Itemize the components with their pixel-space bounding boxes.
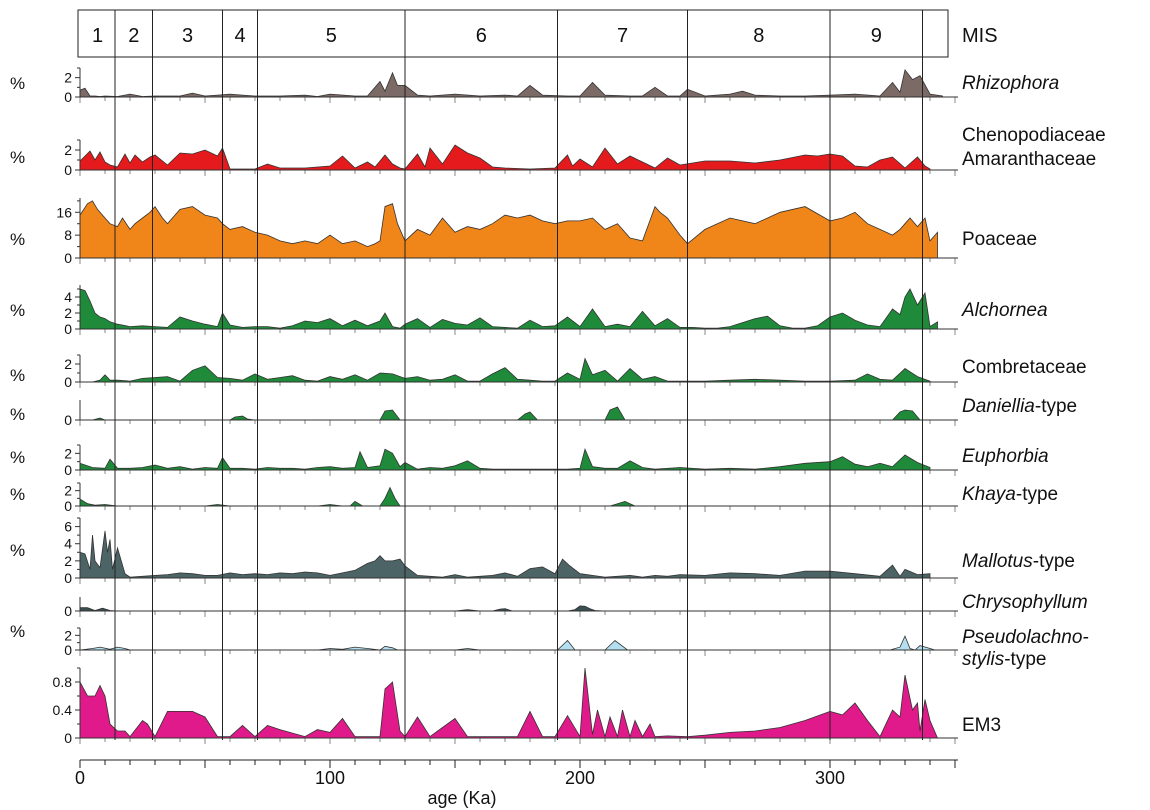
y-tick-label: 2 [64,483,72,499]
mis-stage-label: 1 [92,25,103,47]
mis-header: 1 2 3 4 5 6 7 8 9 MIS [77,9,998,58]
panel-pseudolachnostylis: 02% [10,622,958,658]
unit-label: % [10,541,25,560]
unit-label: % [10,622,25,641]
y-tick-label: 0.4 [53,702,73,718]
series-area-chrysophyllum [79,605,606,612]
x-axis: 0 100 200 300 [75,759,958,788]
series-area-khaya [79,486,636,507]
mis-stage-label: 6 [476,25,487,47]
unit-label: % [10,74,25,93]
series-area-rhizophora [79,68,943,98]
y-tick-label: 0 [64,603,72,619]
mis-stage-label: 7 [617,25,628,47]
panel-combretaceae: 0 2% [10,354,958,390]
mis-box [77,9,949,58]
series-area-em3 [79,667,939,739]
series-area-mallotus [79,530,931,579]
x-tick-label: 100 [315,768,345,788]
y-tick-label: 6 [64,519,72,535]
series-area-alchornea [79,288,938,330]
panel-cheno-amaranth: 0 2% [10,139,958,178]
y-tick-label: 0 [64,250,72,266]
y-tick-label: 2 [64,627,72,643]
taxon-label-mallotus: Mallotus-type [962,551,1075,572]
y-tick-label: 8 [64,227,72,243]
x-tick-label: 0 [75,768,85,788]
panel-daniellia: 0% [10,400,958,428]
taxon-label-euphorbia: Euphorbia [962,446,1049,467]
taxon-label-daniellia: Daniellia-type [962,396,1077,417]
series-area-poaceae [79,200,938,259]
mis-stage-label: 3 [182,25,193,47]
taxon-label-alchornea: Alchornea [961,300,1048,321]
unit-label: % [10,230,25,249]
y-tick-label: 2 [64,305,72,321]
taxon-label-combretaceae: Combretaceae [962,357,1087,378]
y-tick-label: 0 [64,412,72,428]
pollen-panels: 02%02%0816%024%02%0%02%02%0246%002%00.40… [10,67,958,746]
y-tick-label: 0 [64,570,72,586]
y-tick-label: 16 [56,204,72,220]
y-tick-label: 0 [64,321,72,337]
y-tick-label: 2 [64,445,72,461]
taxon-label-cheno-amaranth: Chenopodiaceae Amaranthaceae [962,125,1106,170]
y-tick-label: 2 [64,553,72,569]
unit-label: % [10,301,25,320]
mis-stage-label: 9 [871,25,882,47]
mis-stage-label: 2 [128,25,139,47]
taxon-label-chrysophyllum: Chrysophyllum [962,592,1088,613]
panel-alchornea: 024% [10,285,958,337]
mis-stage-label: 4 [234,25,245,47]
y-tick-label: 0 [64,89,72,105]
series-area-euphorbia [79,447,931,471]
y-tick-label: 0.8 [53,674,73,690]
y-tick-label: 4 [64,289,72,305]
mis-stage-label: 5 [326,25,337,47]
unit-label: % [10,366,25,385]
taxon-label-em3: EM3 [962,715,1001,736]
unit-label: % [10,448,25,467]
series-area-daniellia [80,406,921,421]
y-tick-label: 0 [64,730,72,746]
y-tick-label: 2 [64,70,72,86]
taxon-labels: Rhizophora Chenopodiaceae Amaranthaceae Poa… [961,73,1106,736]
panel-khaya: 02% [10,482,958,514]
mis-stage-label: 8 [753,25,764,47]
series-area-cheno-amaranth [79,144,931,171]
y-tick-label: 2 [64,356,72,372]
x-tick-label: 200 [565,768,595,788]
panel-poaceae: 0 8 16% [10,198,958,266]
mis-title: MIS [962,25,998,47]
unit-label: % [10,405,25,424]
unit-label: % [10,148,25,167]
x-tick-label: 300 [815,768,845,788]
taxon-label-poaceae: Poaceae [962,229,1037,250]
y-tick-label: 0 [64,374,72,390]
panel-rhizophora: 0 2% [10,67,958,105]
y-tick-label: 0 [64,162,72,178]
x-axis-label: age (Ka) [427,788,496,808]
panel-euphorbia: 02% [10,444,958,478]
mis-boundary-lines [114,10,923,740]
panel-chrysophyllum: 0 [64,597,958,619]
y-tick-label: 0 [64,462,72,478]
panel-em3: 0 0.4 0.8 [53,667,958,746]
unit-label: % [10,485,25,504]
taxon-label-rhizophora: Rhizophora [962,73,1059,94]
y-tick-label: 0 [64,498,72,514]
taxon-label-pseudolachnostylis: Pseudolachno-stylis-type [962,627,1089,670]
taxon-label-khaya: Khaya-type [962,484,1058,505]
series-area-pseudolachnostylis [79,635,936,651]
y-tick-label: 4 [64,536,72,552]
y-tick-label: 2 [64,142,72,158]
y-tick-label: 0 [64,642,72,658]
series-area-combretaceae [80,357,931,383]
